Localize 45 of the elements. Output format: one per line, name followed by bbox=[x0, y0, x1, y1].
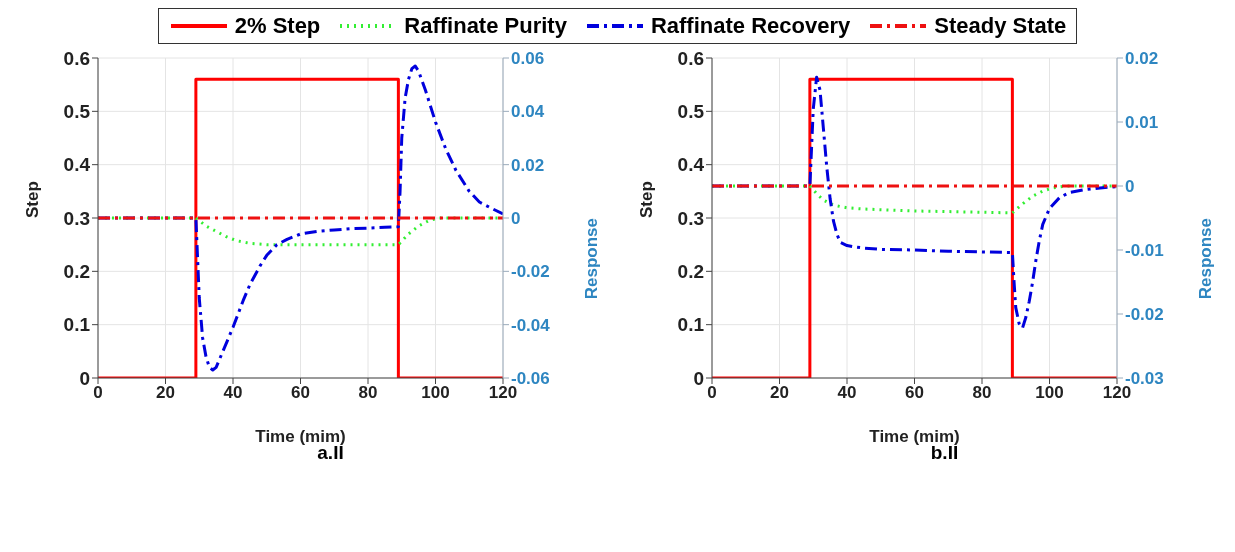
y2-tick-label: -0.04 bbox=[511, 315, 551, 335]
x-tick-label: 100 bbox=[421, 383, 450, 403]
x-tick-label: 40 bbox=[223, 383, 243, 403]
y-tick-label: 0.5 bbox=[63, 101, 91, 123]
y-axis-title: Step bbox=[637, 181, 657, 218]
y-tick-label: 0.5 bbox=[677, 101, 705, 123]
legend-label: Raffinate Purity bbox=[404, 13, 567, 39]
y2-axis-title: Response bbox=[1196, 218, 1216, 300]
y2-tick-label: 0.06 bbox=[511, 49, 545, 69]
y-axis-title: Step bbox=[23, 181, 43, 218]
y-tick-label: 0.6 bbox=[63, 47, 90, 69]
y-tick-label: 0 bbox=[79, 367, 90, 389]
y-tick-label: 0.2 bbox=[677, 261, 704, 283]
y-tick-label: 0.4 bbox=[677, 154, 705, 176]
x-tick-label: 20 bbox=[770, 383, 789, 403]
y-tick-label: 0.3 bbox=[677, 207, 704, 229]
x-tick-label: 40 bbox=[837, 383, 857, 403]
x-axis-title: Time (mim) bbox=[869, 427, 960, 446]
y-tick-label: 0.4 bbox=[63, 154, 91, 176]
y2-tick-label: -0.02 bbox=[1125, 305, 1164, 325]
y-tick-label: 0.1 bbox=[63, 314, 91, 336]
x-tick-label: 80 bbox=[972, 383, 992, 403]
x-tick-label: 60 bbox=[905, 383, 924, 403]
legend-label: Steady State bbox=[934, 13, 1067, 39]
y2-tick-label: 0.04 bbox=[511, 102, 545, 122]
y-tick-label: 0 bbox=[693, 367, 704, 389]
legend-label: Raffinate Recovery bbox=[650, 13, 851, 39]
legend-label: 2% Step bbox=[234, 13, 321, 39]
y2-tick-label: 0.02 bbox=[1125, 49, 1159, 69]
x-tick-label: 100 bbox=[1035, 383, 1064, 403]
x-axis-title: Time (mim) bbox=[255, 427, 346, 446]
y-tick-label: 0.1 bbox=[677, 314, 705, 336]
y2-axis-title: Response bbox=[582, 218, 602, 300]
y2-tick-label: 0 bbox=[511, 209, 521, 229]
y2-tick-label: -0.02 bbox=[511, 262, 550, 282]
y2-tick-label: 0 bbox=[1125, 177, 1135, 197]
y-tick-label: 0.2 bbox=[63, 261, 90, 283]
y2-tick-label: 0.02 bbox=[511, 155, 545, 175]
y-tick-label: 0.3 bbox=[63, 207, 90, 229]
x-tick-label: 20 bbox=[156, 383, 175, 403]
y2-tick-label: 0.01 bbox=[1125, 113, 1159, 133]
x-tick-label: 60 bbox=[291, 383, 310, 403]
x-tick-label: 80 bbox=[358, 383, 378, 403]
y-tick-label: 0.6 bbox=[677, 47, 704, 69]
y2-tick-label: -0.01 bbox=[1125, 241, 1164, 261]
